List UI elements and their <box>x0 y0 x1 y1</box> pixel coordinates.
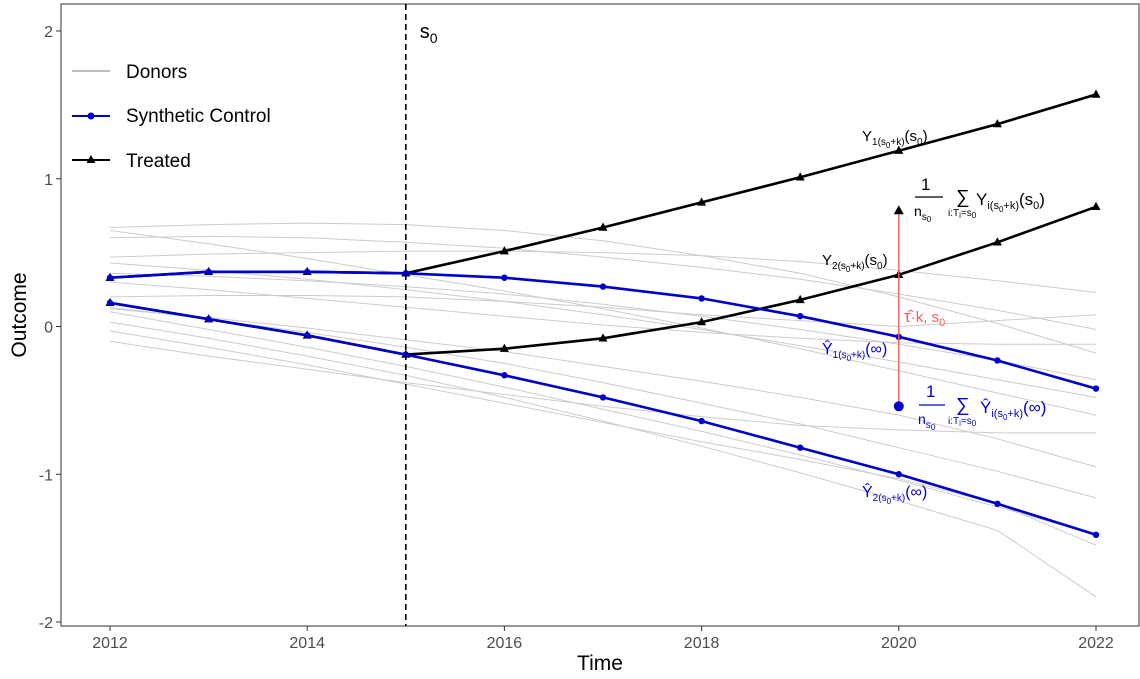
synthetic-point <box>106 274 114 281</box>
y-tick-label: 2 <box>44 24 53 41</box>
x-tick-label: 2012 <box>92 635 128 652</box>
donor-line-13 <box>109 340 1096 434</box>
treated-point <box>598 333 608 342</box>
synthetic-point <box>501 274 508 281</box>
treated-point <box>499 343 509 352</box>
treated-point <box>499 246 509 255</box>
treated-point <box>894 145 904 154</box>
legend-label-donors: Donors <box>126 62 187 83</box>
y-axis-title: Outcome <box>8 272 31 357</box>
svg-text:1: 1 <box>926 382 935 401</box>
y-tick-label: 1 <box>44 172 53 189</box>
effect-bottom-marker <box>893 401 904 412</box>
annotation-effect: τ̂·k, s0 <box>904 307 945 329</box>
x-tick-label: 2014 <box>289 635 325 652</box>
synthetic-point <box>599 394 607 401</box>
treated-point <box>795 172 805 181</box>
effect-top-marker <box>893 205 904 215</box>
legend-label-synthetic: Synthetic Control <box>126 106 271 127</box>
legend-label-treated: Treated <box>126 151 191 172</box>
x-tick-label: 2016 <box>487 635 523 652</box>
synthetic-point <box>1092 531 1100 539</box>
svg-text:i:Ti=s0: i:Ti=s0 <box>948 416 977 428</box>
synthetic-point <box>797 312 804 320</box>
x-tick-label: 2018 <box>684 635 720 652</box>
treated-point <box>697 197 707 206</box>
svg-text:1: 1 <box>921 175 930 194</box>
donor-line-9 <box>109 306 1097 499</box>
treated-point <box>795 294 805 304</box>
svg-text:∑: ∑ <box>956 395 970 416</box>
legend-key-synthetic-marker <box>87 112 95 120</box>
treated-point <box>992 237 1002 246</box>
donor-line-11 <box>109 321 1097 598</box>
synthetic-point <box>501 372 508 379</box>
legend-key-treated-marker <box>86 155 96 163</box>
treated-point <box>1091 89 1101 98</box>
plot-panel-border <box>60 3 1140 627</box>
donor-lines <box>109 222 1097 598</box>
treated-point <box>992 119 1002 128</box>
synthetic-point <box>205 268 212 276</box>
synthetic-point <box>797 444 804 451</box>
synthetic-point <box>698 417 705 425</box>
donor-line-6 <box>109 272 1097 381</box>
synthetic-point <box>994 357 1001 364</box>
donor-line-8 <box>109 295 1097 328</box>
x-tick-label: 2022 <box>1078 635 1114 652</box>
synthetic-point <box>304 332 311 339</box>
donor-line-4 <box>109 250 1097 293</box>
svg-text:∑: ∑ <box>956 187 970 208</box>
y-tick-label: 0 <box>44 320 53 337</box>
synthetic-point <box>304 268 311 276</box>
donor-line-14 <box>109 308 1097 468</box>
donor-line-5 <box>109 262 1097 398</box>
synthetic-point <box>994 500 1001 507</box>
synthetic-point <box>1092 385 1100 392</box>
svg-text:i:Ti=s0: i:Ti=s0 <box>948 208 977 220</box>
synthetic-point <box>205 315 212 323</box>
treated-point <box>598 222 608 231</box>
synthetic-point <box>698 295 705 302</box>
synthetic-point <box>402 270 409 277</box>
treated-point <box>1091 201 1101 211</box>
synthetic-point <box>106 299 114 307</box>
x-tick-label: 2020 <box>881 635 917 652</box>
donor-line-1 <box>109 222 1097 354</box>
x-axis-title: Time <box>577 652 623 675</box>
axis-ticks: 2012 2014 2016 2018 2020 2022 -2 -1 0 1 2 <box>39 24 1114 652</box>
synthetic-point <box>599 283 607 290</box>
y-tick-label: -1 <box>39 467 53 484</box>
donor-line-10 <box>109 311 1097 536</box>
treated-point <box>697 317 707 326</box>
synthetic-point <box>895 471 902 478</box>
donor-line-12 <box>109 330 1097 546</box>
donor-line-3 <box>109 235 1097 330</box>
y-tick-label: -2 <box>39 615 53 632</box>
series-lines <box>105 89 1101 539</box>
legend: Donors Synthetic Control Treated <box>72 62 271 172</box>
